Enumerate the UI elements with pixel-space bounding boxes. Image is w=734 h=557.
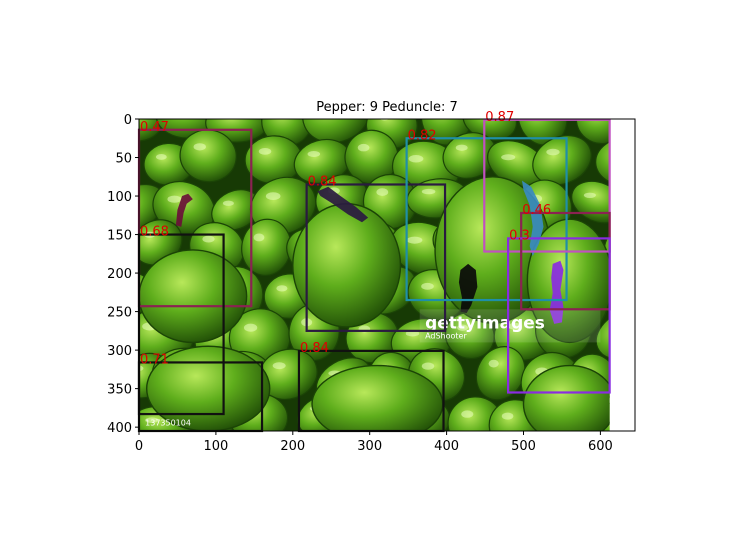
pepper-highlight: [488, 359, 499, 368]
pepper-highlight: [421, 362, 435, 370]
pepper-highlight: [167, 195, 182, 203]
detection-box: [507, 237, 611, 394]
detection-score-label: 0.3: [509, 228, 530, 243]
pepper-highlight: [379, 119, 389, 121]
pepper-highlight: [408, 155, 424, 163]
pepper-highlight: [461, 410, 474, 418]
plot-axes: 0 100 200 300 400 500 600 0 50 100 150 200 250 300 350…: [107, 113, 636, 454]
pepper-highlight: [457, 324, 468, 331]
pepper-highlight: [616, 238, 627, 245]
pepper-highlight: [258, 148, 272, 155]
detection-score-label: 0.47: [140, 120, 169, 135]
pepper-highlight: [421, 282, 434, 290]
x-tick-label: 100: [203, 439, 228, 454]
pepper-highlight: [274, 109, 285, 116]
pepper-highlight: [421, 188, 436, 195]
detection-box: [483, 118, 611, 253]
pepper-highlight: [272, 362, 286, 370]
pepper-highlight: [139, 365, 144, 372]
pepper-highlight: [546, 148, 560, 156]
axes-frame: [138, 118, 636, 432]
pepper-blob: [526, 218, 610, 344]
detection-score-label: 0.46: [522, 203, 551, 218]
y-tick-label: 400: [107, 421, 132, 436]
detection-score-label: 0.87: [485, 110, 514, 125]
y-tick-label: 100: [107, 190, 132, 205]
detection-score-label: 0.84: [300, 341, 329, 356]
pepper-blob: [146, 345, 271, 431]
pepper-highlight: [307, 151, 321, 157]
pepper-blob: [139, 249, 248, 344]
pepper-highlight: [357, 143, 370, 152]
pepper-blob: [595, 308, 610, 361]
pepper-highlight: [222, 200, 234, 206]
pepper-highlight: [155, 154, 167, 160]
peduncle-masks: [175, 180, 564, 324]
y-tick-label: 250: [107, 306, 132, 321]
x-tick-label: 0: [135, 439, 143, 454]
x-tick-label: 400: [434, 439, 459, 454]
detection-score-label: 0.68: [140, 225, 169, 240]
detection-score-label: 0.84: [308, 174, 337, 189]
y-tick-label: 200: [107, 267, 132, 282]
pepper-highlight: [202, 235, 215, 243]
pepper-highlight: [501, 154, 516, 161]
y-tick-label: 0: [124, 113, 132, 128]
pepper-blob: [302, 119, 371, 144]
pepper-highlight: [508, 322, 522, 330]
x-tick-label: 200: [280, 439, 305, 454]
detection-box: [305, 183, 447, 332]
x-tick-label: 500: [511, 439, 536, 454]
pepper-highlight: [243, 323, 258, 332]
watermark-brand: gettyimages: [425, 314, 545, 334]
x-tick-label: 600: [588, 439, 613, 454]
pepper-highlight: [376, 188, 389, 196]
pepper-highlight: [455, 144, 468, 151]
pepper-highlight: [265, 192, 281, 201]
pepper-blob: [595, 136, 610, 187]
peduncle-mask: [549, 260, 564, 324]
detection-score-label: 0.82: [408, 128, 437, 143]
peduncle-mask: [175, 193, 193, 227]
watermark-band: [419, 309, 601, 343]
y-tick-label: 350: [107, 383, 132, 398]
y-tick-label: 50: [115, 152, 132, 167]
peduncle-mask: [521, 180, 544, 257]
pepper-highlight: [221, 113, 235, 118]
pepper-blob: [575, 119, 610, 145]
pepper-highlight: [253, 233, 265, 242]
pepper-highlight: [406, 236, 423, 244]
pepper-highlight: [145, 417, 159, 424]
pepper-photo: [120, 101, 627, 431]
pepper-highlight: [276, 285, 288, 292]
pepper-highlight: [172, 101, 187, 108]
detection-box: [405, 137, 568, 302]
pepper-blob: [292, 203, 402, 328]
x-tick-label: 300: [357, 439, 382, 454]
pepper-highlight: [120, 283, 132, 288]
chart-title: Pepper: 9 Peduncle: 7: [316, 100, 458, 115]
pepper-highlight: [501, 412, 514, 420]
watermark-image-id: 137350104: [145, 419, 191, 428]
pepper-highlight: [530, 103, 541, 111]
watermark-credit: AdShooter: [425, 332, 467, 341]
pepper-blob: [522, 364, 610, 431]
pepper-highlight: [193, 143, 206, 151]
y-tick-label: 150: [107, 229, 132, 244]
detection-score-label: 0.71: [140, 352, 169, 367]
pepper-highlight: [612, 149, 627, 156]
peduncle-mask: [317, 186, 369, 223]
pepper-highlight: [589, 106, 600, 113]
pepper-highlight: [583, 192, 596, 199]
pepper-highlight: [611, 323, 626, 330]
y-tick-label: 300: [107, 344, 132, 359]
